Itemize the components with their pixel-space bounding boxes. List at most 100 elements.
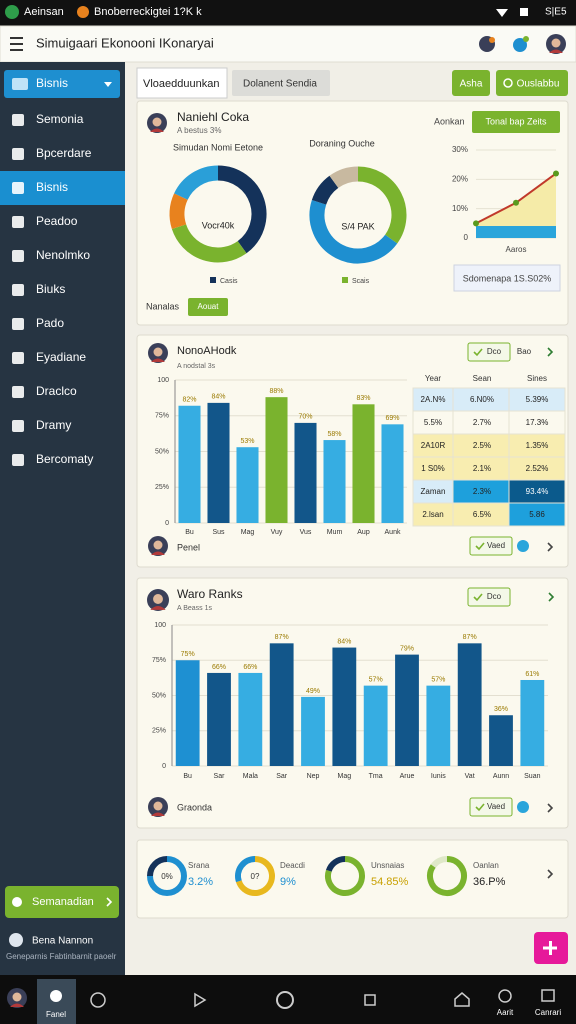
- sidebar-item[interactable]: Bisnis: [36, 180, 68, 194]
- tab-label[interactable]: Vloaedduunkan: [143, 78, 219, 90]
- value-label: 66%: [212, 664, 226, 671]
- chevron[interactable]: [547, 869, 554, 879]
- table-cell-text: Zaman: [421, 487, 446, 496]
- donut-center: 0%: [161, 872, 173, 881]
- button-label[interactable]: Tonal bap Zeits: [485, 116, 547, 126]
- table-cell-text: 2A10R: [421, 441, 446, 450]
- card-button[interactable]: [467, 342, 511, 362]
- avatar-face: [551, 38, 561, 48]
- sidebar-button[interactable]: [5, 886, 119, 918]
- tab-label[interactable]: Dolanent Sendia: [243, 79, 317, 90]
- action-button[interactable]: [452, 70, 490, 96]
- card-button[interactable]: [469, 797, 513, 817]
- table-cell-text: 2.5%: [473, 441, 491, 450]
- tab[interactable]: [136, 67, 228, 99]
- sidebar-icon: [12, 318, 24, 330]
- button-label[interactable]: Dco: [487, 347, 502, 356]
- app-title: Simuigaari Ekonooni IKonaryai: [36, 35, 214, 50]
- chevron[interactable]: [548, 592, 555, 602]
- button-label[interactable]: Vaed: [487, 541, 505, 550]
- bar: [332, 647, 357, 766]
- status-text: S|E5: [545, 7, 567, 18]
- table-header: Sean: [473, 374, 492, 383]
- sidebar-item[interactable]: Biuks: [36, 282, 65, 296]
- sidebar-item[interactable]: Dramy: [36, 418, 71, 432]
- sidebar-item[interactable]: Peadoo: [36, 214, 78, 228]
- x-tick-label: Vuy: [271, 529, 283, 536]
- action-button[interactable]: [496, 70, 568, 96]
- chevron[interactable]: [547, 347, 554, 357]
- sidebar-dropdown[interactable]: [4, 70, 120, 98]
- avatar-face: [12, 992, 22, 1002]
- sidebar-item[interactable]: Bpcerdare: [36, 146, 92, 160]
- y-tick-label: 25%: [152, 728, 166, 735]
- nav-icon: [276, 991, 294, 1009]
- button-label[interactable]: Aouat: [198, 302, 220, 311]
- nav-icon[interactable]: [541, 989, 555, 1002]
- card-button[interactable]: [472, 111, 560, 133]
- sidebar-icon: [12, 216, 24, 228]
- nav-label[interactable]: Canrari: [535, 1008, 561, 1017]
- card-button[interactable]: [469, 536, 513, 556]
- avatar-body: [151, 551, 165, 555]
- donut-center: Vocr40k: [202, 220, 235, 230]
- sidebar-button-label[interactable]: Semanadian: [32, 896, 94, 908]
- avatar-body: [10, 1003, 24, 1007]
- nav-icon: [90, 992, 106, 1008]
- info-icon: [517, 540, 529, 552]
- button-label[interactable]: Bao: [517, 347, 532, 356]
- value-label: 84%: [211, 394, 225, 401]
- menu-icon[interactable]: [10, 49, 23, 51]
- sidebar-item[interactable]: Nenolmko: [36, 248, 90, 262]
- menu-icon[interactable]: [10, 43, 23, 45]
- kpi-name: Deacdi: [280, 861, 305, 870]
- button-label[interactable]: Dco: [487, 592, 502, 601]
- value-label: 83%: [356, 395, 370, 402]
- check-icon: [475, 803, 485, 812]
- menu-icon[interactable]: [10, 37, 23, 39]
- y-tick-label: 0: [162, 763, 166, 770]
- legend-label: Casis: [220, 278, 238, 285]
- x-tick-label: Aup: [357, 529, 370, 536]
- button-label[interactable]: Vaed: [487, 802, 505, 811]
- sidebar-item[interactable]: Bercomaty: [36, 452, 93, 466]
- kpi-name: Oanlan: [473, 861, 499, 870]
- table-cell-text: 2.lsan: [422, 510, 443, 519]
- bar: [520, 679, 545, 766]
- label: Graonda: [177, 802, 212, 812]
- sidebar-item[interactable]: Draclco: [36, 384, 77, 398]
- y-tick-label: 25%: [155, 484, 169, 491]
- sidebar-item[interactable]: Pado: [36, 316, 64, 330]
- nav-icon[interactable]: [194, 992, 207, 1008]
- donut-segment: [357, 166, 407, 244]
- nav-icon[interactable]: [364, 994, 376, 1006]
- check-icon: [473, 593, 483, 602]
- card-button[interactable]: [467, 587, 511, 607]
- card-button[interactable]: [188, 298, 228, 316]
- chevron[interactable]: [106, 897, 113, 907]
- nav-label[interactable]: Aarit: [497, 1008, 514, 1017]
- kpi-value: 9%: [280, 876, 296, 888]
- action-label[interactable]: Ouslabbu: [517, 79, 560, 90]
- donut-segment: [427, 856, 467, 896]
- y-tick-label: 10%: [452, 204, 468, 213]
- kpi-value: 3.2%: [188, 876, 213, 888]
- value-label: 53%: [240, 438, 254, 445]
- nav-icon[interactable]: [454, 992, 470, 1007]
- chevron[interactable]: [547, 803, 554, 813]
- nav-label[interactable]: Fanel: [46, 1010, 66, 1019]
- donut-title: Simudan Nomi Eetone: [173, 142, 263, 152]
- action-label[interactable]: Asha: [460, 79, 483, 90]
- chevron[interactable]: [547, 542, 554, 552]
- table-cell-text: 2A.N%: [421, 395, 446, 404]
- bar: [352, 404, 375, 523]
- donut-segment: [174, 165, 219, 201]
- point: [473, 220, 479, 227]
- tab[interactable]: [232, 70, 330, 96]
- sidebar-item[interactable]: Semonia: [36, 112, 84, 126]
- x-tick-label: Aunk: [385, 529, 401, 536]
- dropdown-label[interactable]: Bisnis: [36, 76, 68, 90]
- value-label: 69%: [385, 415, 399, 422]
- sidebar-item[interactable]: Eyadiane: [36, 350, 86, 364]
- donut-center: S/4 PAK: [341, 221, 374, 231]
